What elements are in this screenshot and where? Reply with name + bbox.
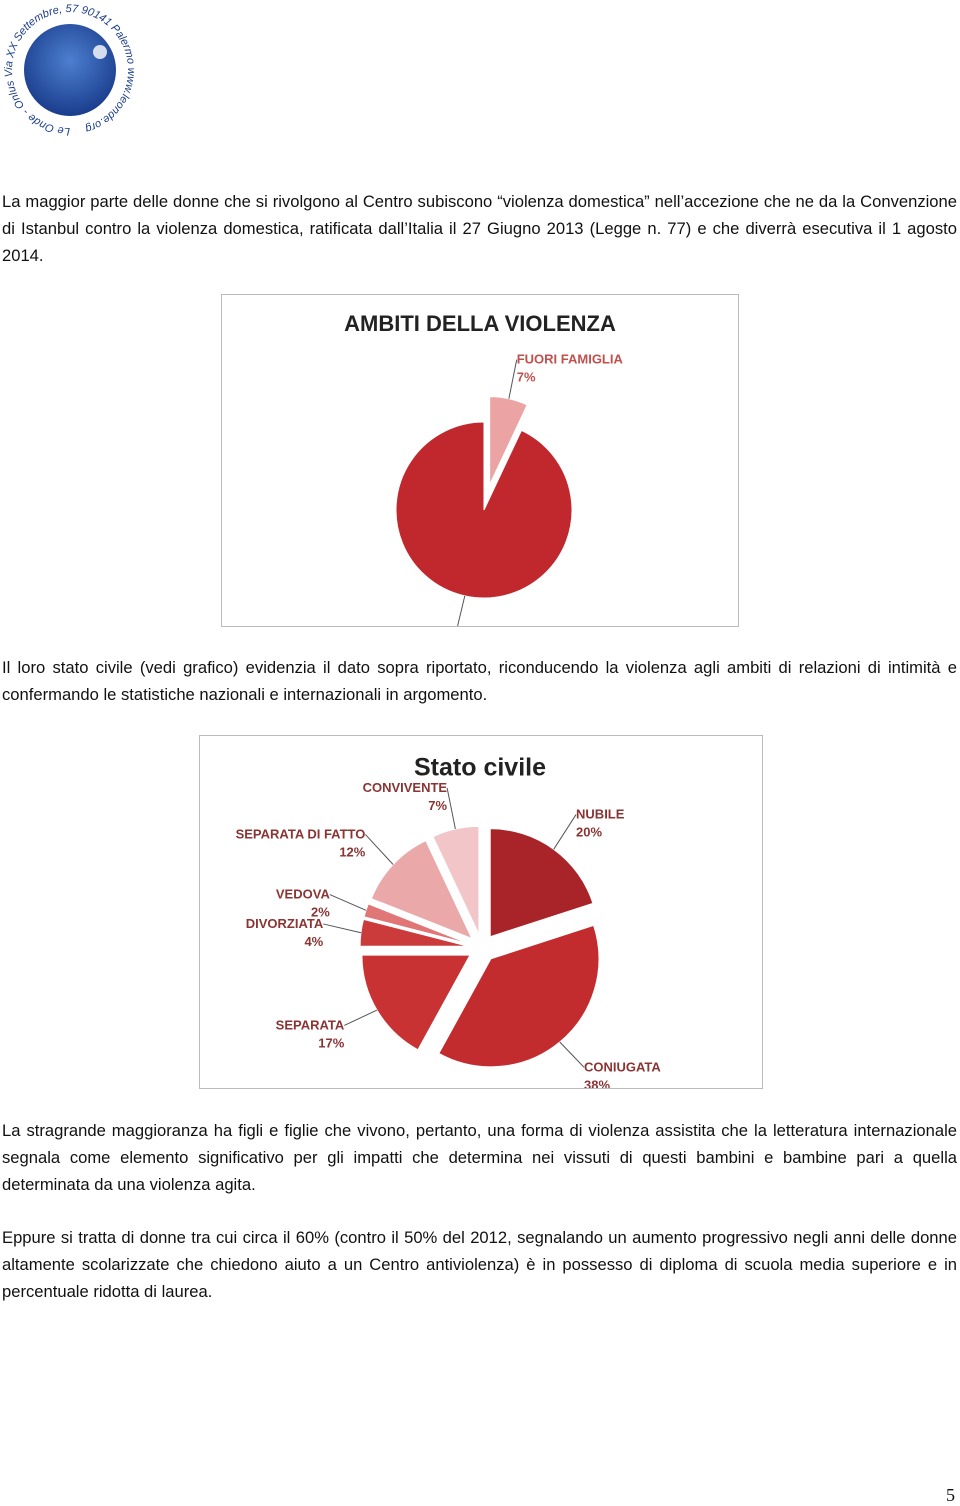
slice-label: FUORI FAMIGLIA: [517, 352, 624, 367]
slice-value: 20%: [576, 825, 602, 840]
paragraph: La stragrande maggioranza ha figli e fig…: [2, 1121, 957, 1194]
chart-frame: Stato civile NUBILE 20% CONIUGATA 38% SEPARAT…: [199, 735, 763, 1093]
pie-slice: [489, 828, 594, 938]
slice-label: CONVIVENTE: [363, 780, 448, 795]
pie-slice: [489, 396, 528, 485]
slice-value: 7%: [428, 798, 447, 813]
slice-value: 38%: [584, 1077, 610, 1088]
page-number: 5: [946, 1485, 955, 1505]
leader-line: [344, 1009, 378, 1026]
leader-line: [446, 787, 456, 830]
logo: Le Onde - Onlus Via XX Settembre, 57 901…: [3, 3, 137, 137]
leader-line: [450, 595, 466, 653]
leader-line: [508, 359, 518, 399]
pie-slice: [361, 954, 471, 1051]
leader-line: [323, 923, 362, 934]
chart: Stato civile NUBILE 20% CONIUGATA 38% SEPARAT…: [236, 754, 662, 1093]
slice-value: 7%: [517, 370, 536, 385]
pie-slice: [395, 421, 573, 599]
pie-slice: [438, 924, 600, 1068]
slice-label: SEPARATA: [276, 1017, 345, 1032]
slice-label: SEPARATA DI FATTO: [236, 826, 366, 841]
slice-value: 17%: [318, 1035, 344, 1050]
paragraph: Eppure si tratta di donne tra cui circa …: [2, 1228, 957, 1301]
logo-disc: [24, 24, 116, 116]
leader-line: [364, 834, 394, 865]
logo-moon: [93, 45, 107, 59]
leader-line: [553, 814, 577, 850]
pie-slice: [370, 840, 473, 940]
paragraph: La maggior parte delle donne che si rivo…: [2, 192, 957, 265]
slice-label: NUBILE: [576, 807, 625, 822]
chart-title: AMBITI DELLA VIOLENZA: [344, 311, 616, 336]
leader-line: [329, 894, 367, 911]
slice-value: 4%: [304, 934, 323, 949]
leader-line: [559, 1041, 585, 1068]
pie-slice: [432, 825, 480, 935]
slice-value: 2%: [311, 905, 330, 920]
slice-label: CONIUGATA: [584, 1059, 661, 1074]
slice-label: DIVORZIATA: [246, 916, 324, 931]
slice-value: 12%: [339, 844, 365, 859]
chart-title: Stato civile: [414, 754, 546, 782]
slice-label: VEDOVA: [276, 887, 331, 902]
paragraph: Il loro stato civile (vedi grafico) evid…: [2, 658, 957, 704]
